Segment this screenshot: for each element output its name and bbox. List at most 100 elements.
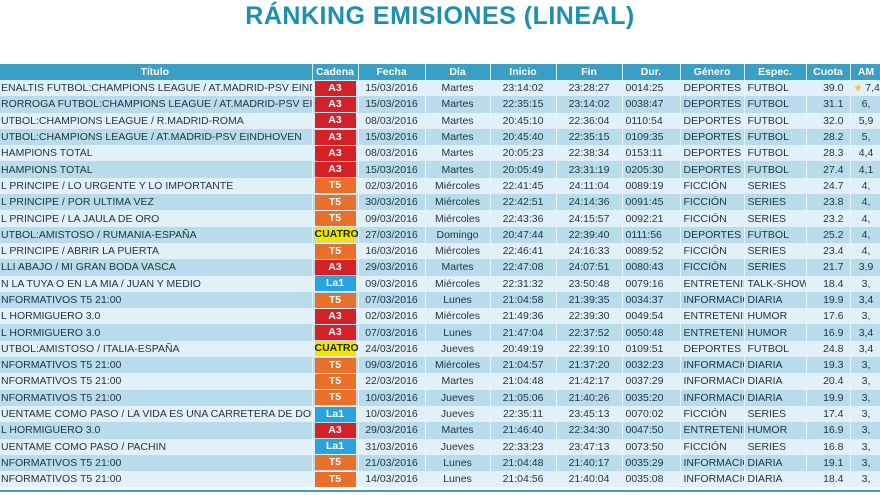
table-row[interactable]: UENTAME COMO PASO / PACHIN La1 31/03/2016 J… <box>0 438 880 455</box>
table-row[interactable]: UTBOL:CHAMPIONS LEAGUE / R.MADRID-ROMA A3… <box>0 112 880 129</box>
cell-especialidad: DIARIA <box>744 471 807 488</box>
header-inicio[interactable]: Inicio <box>490 64 557 80</box>
cell-cadena: A3 <box>312 96 359 113</box>
cell-cuota: 24.8 <box>806 340 851 358</box>
table-row[interactable]: ENALTIS FUTBOL:CHAMPIONS LEAGUE / AT.MAD… <box>0 80 880 97</box>
cell-cadena: T5 <box>312 357 359 374</box>
table-row[interactable]: UTBOL:CHAMPIONS LEAGUE / AT.MADRID-PSV E… <box>0 128 880 146</box>
cell-cadena: A3 <box>312 128 359 146</box>
cell-cuota: 18.4 <box>806 471 851 488</box>
cell-titulo: UENTAME COMO PASO / PACHIN <box>0 438 313 455</box>
table-row[interactable]: L PRINCIPE / POR ULTIMA VEZ T5 30/03/2016 M… <box>0 194 880 211</box>
cell-dia: Miércoles <box>425 308 491 325</box>
cell-genero: FICCIÓN <box>680 210 745 227</box>
header-especialidad[interactable]: Espec. <box>744 64 807 80</box>
am-value: 7,4 <box>865 82 880 95</box>
table-row[interactable]: L PRINCIPE / ABRIR LA PUERTA T5 16/03/2016… <box>0 242 880 260</box>
cell-fin: 23:14:02 <box>556 96 623 113</box>
cell-cuota: 16.9 <box>806 422 851 439</box>
cell-dia: Martes <box>425 128 491 146</box>
table-row[interactable]: LLI ABAJO / MI GRAN BODA VASCA A3 29/03/20… <box>0 259 880 276</box>
header-am[interactable]: AM <box>850 64 880 80</box>
cell-cuota: 18.4 <box>806 275 851 292</box>
cell-fecha: 08/03/2016 <box>358 145 426 162</box>
table-row[interactable]: L HORMIGUERO 3.0 A3 29/03/2016 Martes 21:46:… <box>0 422 880 439</box>
table-row[interactable]: NFORMATIVOS T5 21:00 T5 14/03/2016 Lunes 21:… <box>0 471 880 488</box>
header-fin[interactable]: Fin <box>556 64 623 80</box>
cell-especialidad: HUMOR <box>744 324 807 341</box>
cell-dia: Martes <box>425 112 491 129</box>
cell-cuota: 19.9 <box>806 291 851 309</box>
cell-genero: DEPORTES <box>680 161 745 178</box>
cell-duracion: 0070:02 <box>622 405 681 423</box>
cell-duracion: 0079:16 <box>622 275 681 292</box>
cell-fin: 22:39:30 <box>556 308 623 325</box>
cell-especialidad: DIARIA <box>744 454 807 472</box>
header-cuota[interactable]: Cuota <box>806 64 851 80</box>
table-row[interactable]: NFORMATIVOS T5 21:00 T5 07/03/2016 Lunes 21:… <box>0 291 880 309</box>
header-genero[interactable]: Género <box>680 64 745 80</box>
table-row[interactable]: UENTAME COMO PASO / LA VIDA ES UNA CARRE… <box>0 405 880 423</box>
cell-dia: Martes <box>425 80 491 97</box>
table-row[interactable]: NFORMATIVOS T5 21:00 T5 21/03/2016 Lunes 21:… <box>0 454 880 472</box>
table-row[interactable]: NFORMATIVOS T5 21:00 T5 22/03/2016 Martes 21… <box>0 373 880 390</box>
cell-duracion: 0050:48 <box>622 324 681 341</box>
cell-cuota: 32.0 <box>806 112 851 129</box>
cell-am: 3, <box>850 308 880 325</box>
cell-cadena: T5 <box>312 291 359 309</box>
cell-fin: 22:35:15 <box>556 128 623 146</box>
cell-fecha: 29/03/2016 <box>358 259 426 276</box>
cell-fecha: 29/03/2016 <box>358 422 426 439</box>
cell-inicio: 22:42:51 <box>490 194 557 211</box>
channel-badge: CUATRO <box>314 341 358 357</box>
channel-badge: La1 <box>314 439 356 455</box>
table-row[interactable]: L PRINCIPE / LO URGENTE Y LO IMPORTANTE T… <box>0 177 880 195</box>
cell-titulo: UTBOL:AMISTOSO / ITALIA-ESPAÑA <box>0 340 313 358</box>
cell-titulo: UENTAME COMO PASO / LA VIDA ES UNA CARRE… <box>0 405 313 423</box>
cell-cadena: A3 <box>312 259 359 276</box>
cell-fin: 23:47:13 <box>556 438 623 455</box>
cell-duracion: 0110:54 <box>622 112 681 129</box>
table-row[interactable]: HAMPIONS TOTAL A3 08/03/2016 Martes 20:05:23… <box>0 145 880 162</box>
table-row[interactable]: UTBOL:AMISTOSO / RUMANIA-ESPAÑA CUATRO 27/… <box>0 226 880 243</box>
table-row[interactable]: L PRINCIPE / LA JAULA DE ORO T5 09/03/2016… <box>0 210 880 227</box>
cell-genero: FICCIÓN <box>680 242 745 260</box>
cell-cuota: 19.9 <box>806 389 851 406</box>
cell-fin: 22:37:52 <box>556 324 623 341</box>
cell-genero: FICCIÓN <box>680 259 745 276</box>
cell-titulo: UTBOL:CHAMPIONS LEAGUE / R.MADRID-ROMA <box>0 112 313 129</box>
cell-dia: Jueves <box>425 340 491 358</box>
cell-especialidad: DIARIA <box>744 291 807 309</box>
header-dia[interactable]: Día <box>425 64 491 80</box>
table-row[interactable]: NFORMATIVOS T5 21:00 T5 10/03/2016 Jueves 21… <box>0 389 880 406</box>
table-row[interactable]: L HORMIGUERO 3.0 A3 02/03/2016 Miércoles 21:… <box>0 308 880 325</box>
cell-fin: 22:39:40 <box>556 226 623 243</box>
cell-genero: FICCIÓN <box>680 405 745 423</box>
header-titulo[interactable]: Título <box>0 64 313 80</box>
cell-cadena: A3 <box>312 308 359 325</box>
cell-fecha: 07/03/2016 <box>358 291 426 309</box>
cell-fin: 24:16:33 <box>556 242 623 260</box>
cell-cuota: 23.4 <box>806 242 851 260</box>
header-fecha[interactable]: Fecha <box>358 64 426 80</box>
table-row[interactable]: L HORMIGUERO 3.0 A3 07/03/2016 Lunes 21:47:0… <box>0 324 880 341</box>
cell-cadena: A3 <box>312 161 359 178</box>
table-row[interactable]: HAMPIONS TOTAL A3 15/03/2016 Martes 20:05:49… <box>0 161 880 178</box>
cell-fecha: 30/03/2016 <box>358 194 426 211</box>
cell-am: 4, <box>850 194 880 211</box>
table-row[interactable]: NFORMATIVOS T5 21:00 T5 09/03/2016 Miércole… <box>0 357 880 374</box>
cell-fecha: 07/03/2016 <box>358 324 426 341</box>
cell-duracion: 0049:54 <box>622 308 681 325</box>
cell-genero: DEPORTES <box>680 96 745 113</box>
cell-inicio: 20:49:19 <box>490 340 557 358</box>
table-row[interactable]: N LA TUYA O EN LA MIA / JUAN Y MEDIO La1 0… <box>0 275 880 292</box>
cell-am: 4, <box>850 226 880 243</box>
header-cadena[interactable]: Cadena <box>312 64 359 80</box>
cell-titulo: L PRINCIPE / ABRIR LA PUERTA <box>0 242 313 260</box>
cell-titulo: HAMPIONS TOTAL <box>0 161 313 178</box>
table-row[interactable]: UTBOL:AMISTOSO / ITALIA-ESPAÑA CUATRO 24/0… <box>0 340 880 358</box>
cell-cadena: T5 <box>312 373 359 390</box>
cell-duracion: 0205:30 <box>622 161 681 178</box>
header-duracion[interactable]: Dur. <box>622 64 681 80</box>
table-row[interactable]: RORROGA FUTBOL:CHAMPIONS LEAGUE / AT.MAD… <box>0 96 880 113</box>
